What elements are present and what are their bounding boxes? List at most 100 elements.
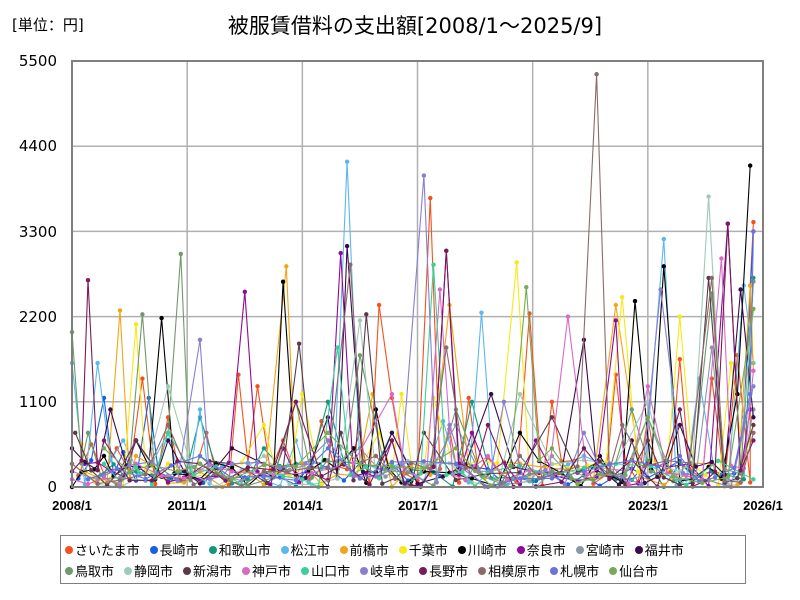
data-point: [229, 476, 235, 482]
data-point: [712, 475, 718, 480]
legend-marker-icon: [280, 545, 289, 554]
data-point: [309, 475, 315, 480]
data-point: [261, 462, 267, 468]
data-point: [725, 221, 730, 226]
data-point: [748, 163, 753, 168]
data-point: [255, 469, 260, 474]
data-point: [85, 278, 91, 283]
data-point: [444, 248, 449, 253]
data-point: [197, 407, 203, 412]
data-point: [325, 399, 331, 404]
data-point: [89, 468, 94, 473]
data-point: [536, 457, 542, 463]
data-point: [264, 480, 270, 486]
data-point: [111, 462, 116, 467]
data-point: [456, 480, 462, 485]
legend-label: 岐阜市: [370, 565, 410, 580]
legend-label: 千葉市: [408, 544, 448, 559]
series-line: [71, 196, 754, 488]
data-point: [648, 469, 654, 474]
data-point: [169, 463, 174, 468]
data-point: [140, 376, 145, 381]
data-point: [181, 480, 187, 485]
data-point: [303, 461, 308, 466]
data-point: [383, 474, 388, 479]
data-point: [293, 478, 299, 483]
data-point: [719, 256, 724, 261]
data-point: [402, 481, 407, 486]
data-point: [456, 461, 462, 466]
x-tick: 2026/1: [743, 498, 783, 513]
data-point: [300, 391, 305, 397]
data-point: [632, 298, 638, 304]
legend-item: 松江市: [280, 540, 330, 559]
data-point: [677, 453, 682, 459]
data-point: [95, 467, 100, 473]
legend-label: 札幌市: [560, 565, 600, 580]
data-point: [613, 318, 618, 323]
data-point: [444, 345, 449, 350]
legend-marker-icon: [550, 566, 559, 575]
data-point: [485, 453, 491, 459]
data-point: [508, 463, 513, 468]
data-point: [645, 438, 650, 443]
legend-item: 福井市: [634, 540, 684, 559]
data-point: [671, 474, 676, 479]
data-point: [309, 470, 315, 476]
data-point: [287, 482, 292, 487]
legend-item: 奈良市: [516, 540, 566, 559]
data-point: [645, 415, 650, 420]
plot-border: [71, 60, 764, 488]
data-point: [133, 438, 139, 443]
legend-item: 山口市: [301, 561, 350, 580]
data-point: [191, 472, 196, 477]
data-point: [296, 480, 302, 485]
data-point: [581, 465, 587, 471]
data-point: [127, 463, 132, 468]
data-point: [389, 391, 395, 397]
data-point: [751, 415, 756, 420]
legend-item: さいたま市: [65, 540, 140, 559]
data-point: [428, 195, 433, 201]
data-point: [597, 472, 602, 477]
data-point: [364, 465, 369, 470]
legend-label: 相模原市: [488, 565, 541, 580]
series-line: [71, 246, 754, 486]
data-point: [488, 391, 494, 397]
series-line: [103, 175, 754, 488]
legend-marker-icon: [457, 545, 466, 554]
y-tick: 1100: [18, 393, 57, 411]
data-point: [197, 337, 203, 342]
data-point: [261, 446, 267, 451]
data-point: [399, 463, 404, 468]
data-point: [549, 462, 555, 467]
series-line: [71, 165, 751, 488]
data-point: [527, 479, 532, 484]
data-point: [108, 407, 113, 412]
legend-item: 宮崎市: [575, 540, 625, 559]
data-point: [197, 461, 203, 466]
data-point: [239, 478, 244, 483]
data-point: [229, 446, 235, 451]
data-point: [344, 243, 350, 249]
legend-marker-icon: [65, 566, 73, 575]
series-神戸市: [69, 256, 756, 487]
data-point: [738, 287, 743, 292]
data-point: [79, 458, 84, 463]
series-line: [71, 74, 754, 488]
legend-marker-icon: [609, 566, 618, 575]
data-point: [127, 469, 132, 474]
data-point: [735, 475, 740, 481]
data-point: [524, 285, 529, 290]
data-point: [357, 462, 363, 467]
data-point: [85, 430, 91, 435]
data-point: [562, 482, 567, 487]
data-point: [165, 422, 171, 428]
legend-marker-icon: [301, 566, 310, 575]
legend-label: 奈良市: [526, 544, 566, 559]
data-point: [549, 415, 555, 420]
series-line: [87, 231, 754, 488]
data-point: [133, 322, 139, 327]
data-point: [549, 469, 555, 474]
